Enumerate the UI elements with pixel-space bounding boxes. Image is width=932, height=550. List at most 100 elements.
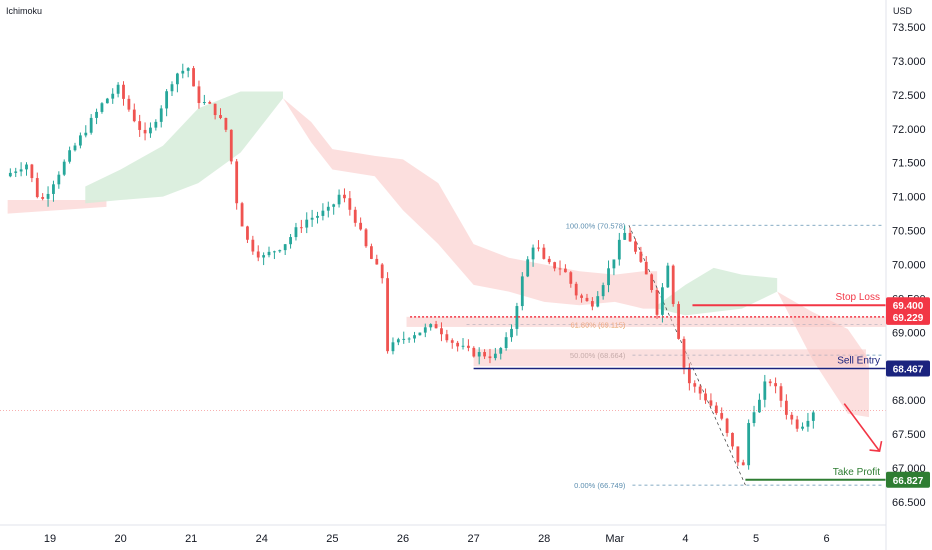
candle-body	[235, 161, 239, 204]
x-tick-label: 6	[824, 533, 830, 545]
candle-body	[763, 381, 767, 400]
candle-body	[445, 334, 449, 341]
y-tick-label: 71.500	[892, 158, 926, 170]
ichimoku-cloud-bullish	[85, 91, 283, 204]
x-tick-label: 27	[467, 533, 479, 545]
entry-zone	[473, 349, 866, 367]
candle-body	[396, 339, 400, 343]
candle-body	[380, 264, 384, 279]
candle-body	[488, 356, 492, 359]
x-tick-label: 5	[753, 533, 759, 545]
candle-body	[343, 194, 346, 199]
candle-body	[806, 420, 810, 427]
y-tick-label: 72.500	[892, 90, 926, 102]
currency-label: USD	[893, 6, 913, 16]
level-name: Sell Entry	[837, 356, 880, 367]
candle-body	[78, 135, 82, 146]
x-tick-label: 4	[682, 533, 688, 545]
candle-body	[95, 111, 98, 118]
candle-body	[159, 108, 163, 122]
candle-body	[305, 219, 309, 228]
candle-body	[116, 84, 120, 94]
ichimoku-cloud-bearish	[7, 200, 107, 214]
candle-body	[299, 227, 303, 229]
candle-body	[278, 250, 282, 252]
price-badge	[886, 471, 930, 488]
y-tick-label: 73.000	[892, 56, 926, 68]
candle-body	[186, 68, 190, 71]
candle-body	[219, 115, 222, 119]
candle-body	[143, 129, 147, 134]
candle-body	[607, 268, 610, 286]
x-tick-label: 24	[256, 533, 268, 545]
candle-body	[8, 172, 12, 177]
candle-body	[461, 345, 465, 347]
candle-body	[499, 348, 503, 354]
candle-body	[661, 287, 664, 315]
candle-body	[413, 335, 416, 339]
candle-body	[590, 301, 594, 307]
candle-body	[601, 285, 605, 297]
price-badge-label: 69.400	[893, 301, 924, 312]
candle-body	[731, 432, 734, 447]
y-tick-label: 66.500	[892, 497, 926, 509]
candle-body	[57, 174, 61, 185]
x-tick-label: 19	[44, 533, 56, 545]
candle-body	[246, 226, 249, 240]
price-badge-label: 68.467	[893, 365, 924, 376]
ichimoku-cloud-bullish	[657, 267, 778, 316]
candle-body	[149, 127, 152, 134]
candle-body	[310, 217, 314, 220]
candle-body	[100, 103, 104, 112]
candle-body	[105, 98, 109, 104]
candle-body	[811, 412, 815, 421]
candle-body	[229, 129, 233, 162]
candle-body	[240, 203, 244, 227]
candle-body	[440, 328, 443, 335]
candle-body	[493, 353, 497, 359]
candle-body	[558, 268, 562, 270]
price-badge-label: 69.229	[893, 313, 924, 324]
candle-body	[192, 68, 195, 87]
candle-body	[801, 426, 804, 429]
candle-body	[758, 399, 761, 413]
candle-body	[542, 247, 546, 259]
candle-body	[14, 171, 18, 173]
y-tick-label: 70.500	[892, 226, 926, 238]
candle-body	[720, 413, 724, 419]
candle-body	[73, 145, 77, 151]
candle-body	[795, 419, 799, 429]
candle-body	[68, 150, 72, 162]
candle-body	[698, 386, 702, 394]
candle-body	[289, 237, 292, 245]
candle-body	[650, 274, 654, 290]
candle-body	[472, 347, 476, 357]
price-badge	[886, 308, 930, 325]
candle-body	[84, 132, 88, 136]
x-tick-label: 20	[114, 533, 126, 545]
candle-body	[531, 247, 535, 260]
candle-body	[526, 259, 530, 277]
candle-body	[165, 91, 169, 109]
candle-body	[644, 261, 648, 275]
x-tick-label: 28	[538, 533, 550, 545]
candle-body	[429, 324, 433, 328]
candle-body	[564, 268, 567, 273]
y-tick-label: 68.000	[892, 395, 926, 407]
down-arrow	[843, 403, 881, 452]
candle-body	[208, 102, 212, 104]
candle-body	[569, 272, 573, 284]
candle-body	[316, 215, 319, 218]
ichimoku-cloud-bearish	[282, 98, 658, 309]
candle-body	[321, 210, 325, 216]
candle-body	[779, 386, 783, 401]
candle-body	[213, 103, 217, 116]
candle-body	[504, 337, 508, 349]
candle-body	[687, 367, 691, 384]
candle-body	[262, 255, 266, 258]
fib-level-label: 0.00% (66.749)	[574, 481, 626, 490]
candle-body	[510, 328, 513, 338]
candle-body	[736, 446, 740, 463]
candle-body	[402, 338, 406, 340]
